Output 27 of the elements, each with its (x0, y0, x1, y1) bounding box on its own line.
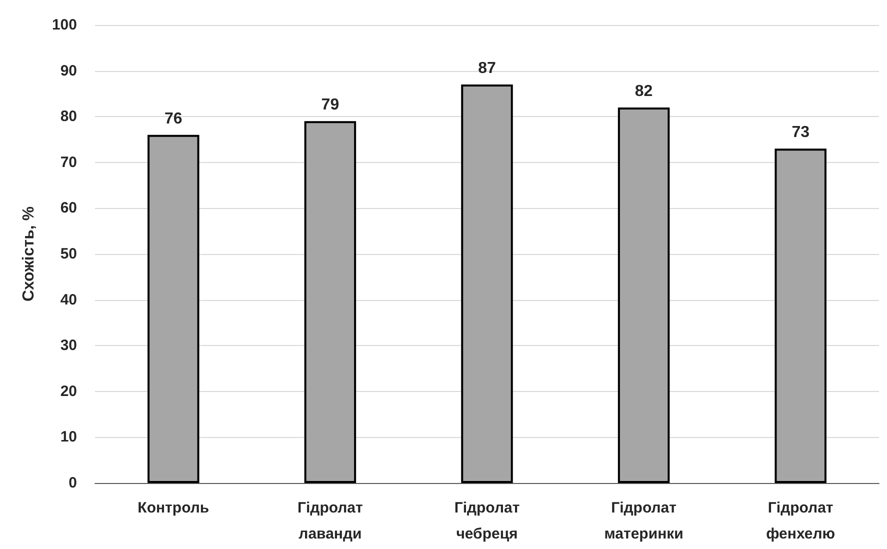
bar (461, 84, 513, 483)
y-tick-label: 80 (60, 108, 77, 126)
x-tick-label: Гідролат чебреця (454, 500, 520, 542)
y-tick-label: 0 (68, 474, 77, 492)
x-tick-label: Гідролат лаванди (298, 500, 363, 542)
y-tick-label: 100 (52, 16, 77, 34)
y-tick-label: 60 (60, 200, 77, 217)
y-axis-title: Схожість, % (20, 206, 38, 302)
data-label: 76 (164, 110, 182, 128)
bar (774, 148, 826, 483)
bar (304, 121, 356, 483)
y-tick-label: 90 (60, 62, 77, 80)
data-label: 79 (321, 96, 340, 114)
y-tick-label: 30 (60, 337, 77, 354)
bar (618, 107, 670, 483)
x-tick-label: Гідролат фенхелю (766, 500, 836, 542)
x-tick-label: Контроль (138, 500, 210, 516)
y-tick-label: 50 (60, 246, 77, 262)
data-label: 87 (478, 60, 496, 78)
bar (148, 134, 200, 483)
y-tick-label: 40 (60, 291, 77, 308)
y-tick-label: 10 (60, 428, 77, 446)
data-label: 73 (792, 124, 810, 142)
x-tick-label: Гідролат материнки (604, 500, 684, 542)
data-label: 82 (634, 82, 653, 100)
y-tick-label: 70 (60, 154, 77, 171)
y-tick-label: 20 (60, 382, 77, 400)
